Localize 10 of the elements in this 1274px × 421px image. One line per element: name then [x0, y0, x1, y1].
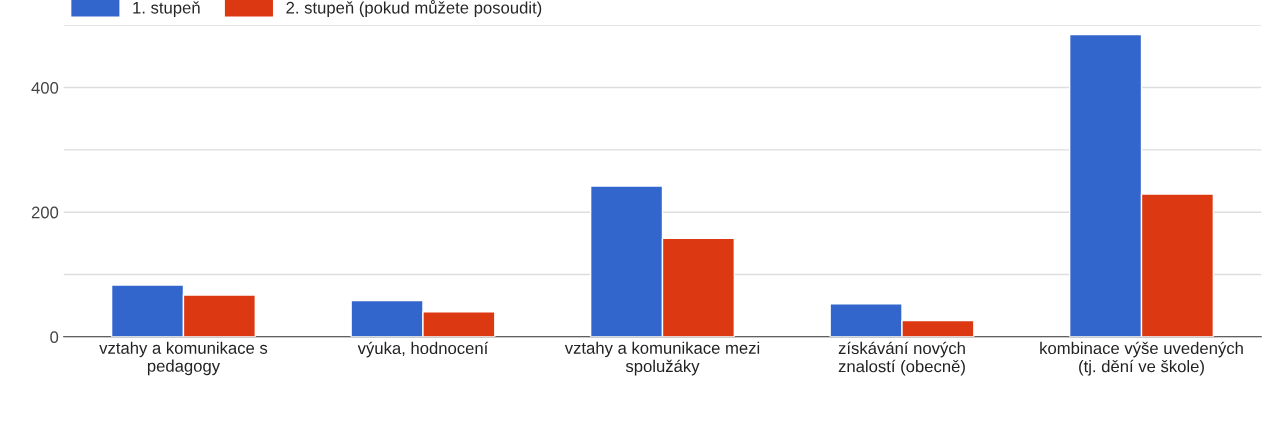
x-tick-label: kombinace výše uvedených (tj. dění ve škole) [1040, 341, 1243, 376]
y-tick-label: 400 [31, 81, 59, 94]
y-tick-label: 0 [50, 331, 59, 343]
x-tick-label: výuka, hodnocení [357, 341, 489, 358]
y-tick-label: 200 [31, 206, 59, 219]
x-tick-label: vztahy a komunikace mezi spolužáky [564, 341, 760, 376]
legend-label: 2. stupeň (pokud můžete posoudit) [286, 0, 542, 17]
legend-label: 1. stupeň [133, 1, 200, 17]
x-tick-label: získávání nových znalostí (obecně) [838, 341, 965, 376]
x-tick-label: vztahy a komunikace s pedagogy [99, 341, 268, 376]
